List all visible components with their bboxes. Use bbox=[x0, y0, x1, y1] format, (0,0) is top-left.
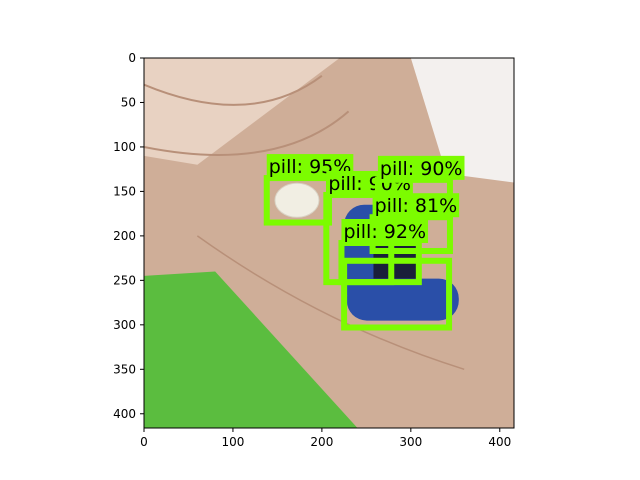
y-tick-label: 350 bbox=[113, 362, 136, 376]
green-background bbox=[144, 271, 358, 428]
finger-highlight bbox=[144, 58, 340, 165]
detection: pill: 81% bbox=[369, 193, 460, 255]
detection-label-bg bbox=[341, 219, 429, 243]
y-tick-label: 100 bbox=[113, 140, 136, 154]
detection-label: pill: 92% bbox=[343, 221, 426, 243]
detection-boxes: pill: 95%pill: 90%pill: 90%pill: 81%pill… bbox=[263, 154, 465, 331]
y-tick-label: 150 bbox=[113, 184, 136, 198]
white-pill bbox=[274, 182, 320, 218]
palm-line bbox=[196, 235, 465, 371]
detection-label-bg bbox=[372, 193, 460, 218]
detection-box bbox=[341, 257, 453, 331]
detection bbox=[341, 257, 453, 331]
detection: pill: 92% bbox=[338, 219, 429, 286]
background-wall bbox=[410, 58, 514, 183]
x-tick-label: 400 bbox=[488, 435, 511, 449]
y-tick-label: 250 bbox=[113, 273, 136, 287]
y-tick-label: 300 bbox=[113, 318, 136, 332]
y-axis: 0 50 100 150 200 250 300 350 400 bbox=[113, 51, 144, 421]
finger-crease bbox=[144, 74, 323, 106]
x-tick-label: 0 bbox=[140, 435, 148, 449]
x-tick-label: 300 bbox=[399, 435, 422, 449]
y-tick-label: 400 bbox=[113, 407, 136, 421]
y-tick-label: 0 bbox=[128, 51, 136, 65]
x-tick-label: 200 bbox=[310, 435, 333, 449]
finger-crease bbox=[144, 110, 350, 156]
axes-frame bbox=[143, 57, 515, 429]
detection-label: pill: 81% bbox=[375, 195, 458, 217]
capsule bbox=[346, 278, 459, 321]
detection-label: pill: 90% bbox=[380, 158, 463, 180]
x-axis: 0 100 200 300 400 bbox=[140, 428, 511, 449]
x-tick-label: 100 bbox=[221, 435, 244, 449]
detection-label-bg bbox=[377, 155, 465, 180]
y-tick-label: 200 bbox=[113, 229, 136, 243]
y-tick-label: 50 bbox=[121, 95, 136, 109]
